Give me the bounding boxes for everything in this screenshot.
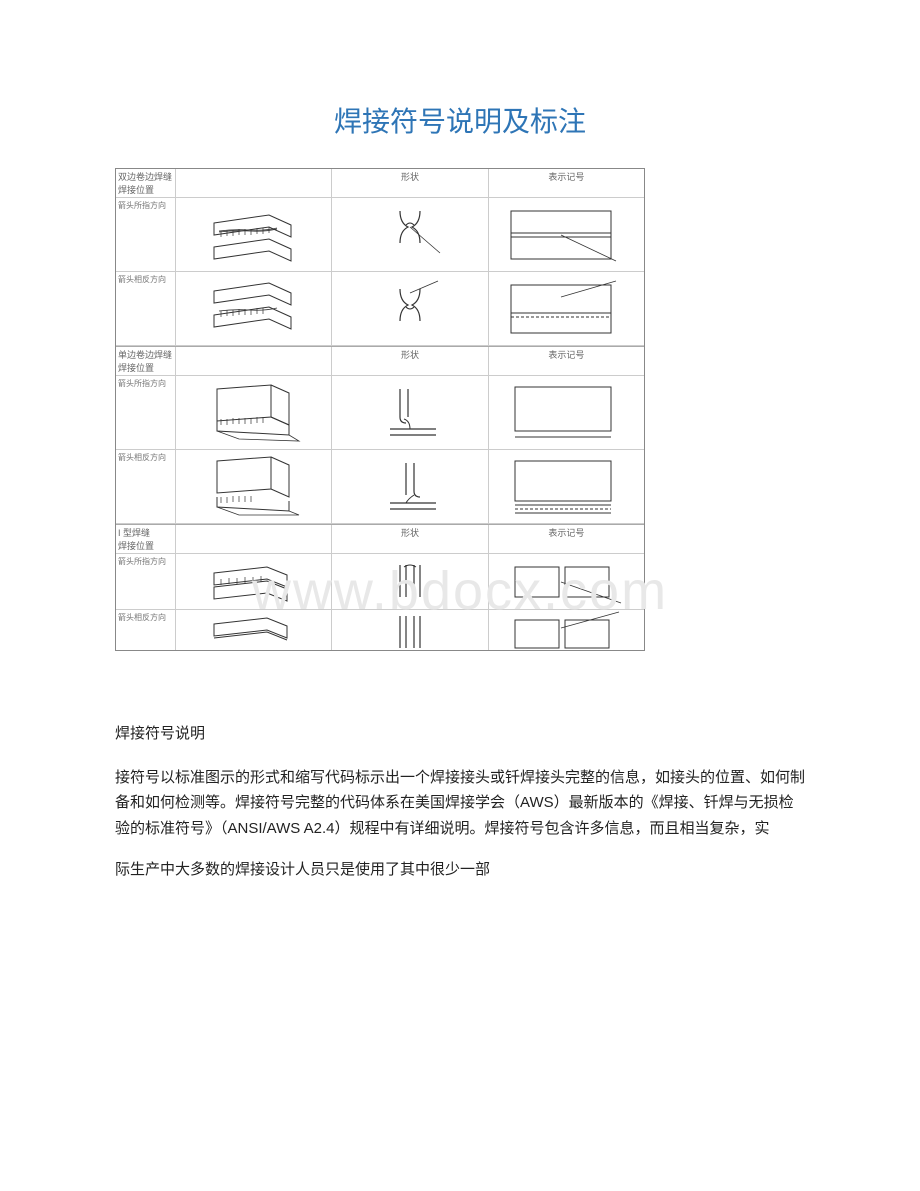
col-header: 形状: [332, 169, 488, 197]
symbol-cell: [489, 376, 644, 449]
profile-cell: [332, 450, 488, 523]
diagram-section-2: 单边卷边焊缝 焊接位置 形状 表示记号 箭头所指方向: [116, 347, 644, 525]
profile-cell: [332, 376, 488, 449]
row-label: 箭头相反方向: [116, 450, 176, 523]
label-text: 双边卷边焊缝: [118, 172, 172, 182]
section-top-label: 单边卷边焊缝 焊接位置: [116, 347, 176, 375]
profile-cell: [332, 272, 488, 345]
paragraph: 接符号以标准图示的形式和缩写代码标示出一个焊接接头或钎焊接头完整的信息，如接头的…: [115, 765, 805, 842]
symbol-cell: [489, 198, 644, 271]
col-header: [176, 169, 332, 197]
section-header: I 型焊缝 焊接位置 形状 表示记号: [116, 525, 644, 554]
row-label: 箭头所指方向: [116, 554, 176, 609]
iso-view-cell: [176, 272, 332, 345]
iso-view-cell: [176, 450, 332, 523]
paragraph: 际生产中大多数的焊接设计人员只是使用了其中很少一部: [115, 857, 805, 883]
label-text: 单边卷边焊缝: [118, 350, 172, 360]
page-title: 焊接符号说明及标注: [115, 100, 805, 140]
col-header: [176, 525, 332, 553]
label-text: I 型焊缝: [118, 528, 150, 538]
col-header: 表示记号: [489, 169, 644, 197]
iso-view-cell: [176, 554, 332, 609]
label-text: 焊接位置: [118, 541, 154, 551]
profile-cell: [332, 610, 488, 650]
diagram-row: 箭头相反方向: [116, 450, 644, 524]
profile-cell: [332, 554, 488, 609]
section-heading: 焊接符号说明: [115, 721, 805, 747]
section-top-label: 双边卷边焊缝 焊接位置: [116, 169, 176, 197]
profile-cell: [332, 198, 488, 271]
iso-view-cell: [176, 610, 332, 650]
col-header: 表示记号: [489, 347, 644, 375]
diagram-row: 箭头相反方向: [116, 610, 644, 650]
col-header: 形状: [332, 347, 488, 375]
diagram-row: 箭头相反方向: [116, 272, 644, 346]
row-label: 箭头相反方向: [116, 610, 176, 650]
symbol-cell: [489, 450, 644, 523]
section-header: 单边卷边焊缝 焊接位置 形状 表示记号: [116, 347, 644, 376]
body-text-block: 焊接符号说明 接符号以标准图示的形式和缩写代码标示出一个焊接接头或钎焊接头完整的…: [115, 721, 805, 883]
iso-view-cell: [176, 198, 332, 271]
diagram-row: 箭头所指方向: [116, 376, 644, 450]
col-header: 形状: [332, 525, 488, 553]
weld-symbol-diagram: 双边卷边焊缝 焊接位置 形状 表示记号 箭头所指方向: [115, 168, 645, 651]
iso-view-cell: [176, 376, 332, 449]
section-header: 双边卷边焊缝 焊接位置 形状 表示记号: [116, 169, 644, 198]
col-header: 表示记号: [489, 525, 644, 553]
section-top-label: I 型焊缝 焊接位置: [116, 525, 176, 553]
symbol-cell: [489, 272, 644, 345]
diagram-section-1: 双边卷边焊缝 焊接位置 形状 表示记号 箭头所指方向: [116, 169, 644, 347]
diagram-section-3: I 型焊缝 焊接位置 形状 表示记号 箭头所指方向: [116, 525, 644, 650]
col-header: [176, 347, 332, 375]
label-text: 焊接位置: [118, 185, 154, 195]
symbol-cell: [489, 610, 644, 650]
label-text: 焊接位置: [118, 363, 154, 373]
row-label: 箭头所指方向: [116, 198, 176, 271]
symbol-cell: [489, 554, 644, 609]
diagram-row: 箭头所指方向: [116, 198, 644, 272]
diagram-row: 箭头所指方向: [116, 554, 644, 610]
row-label: 箭头相反方向: [116, 272, 176, 345]
row-label: 箭头所指方向: [116, 376, 176, 449]
